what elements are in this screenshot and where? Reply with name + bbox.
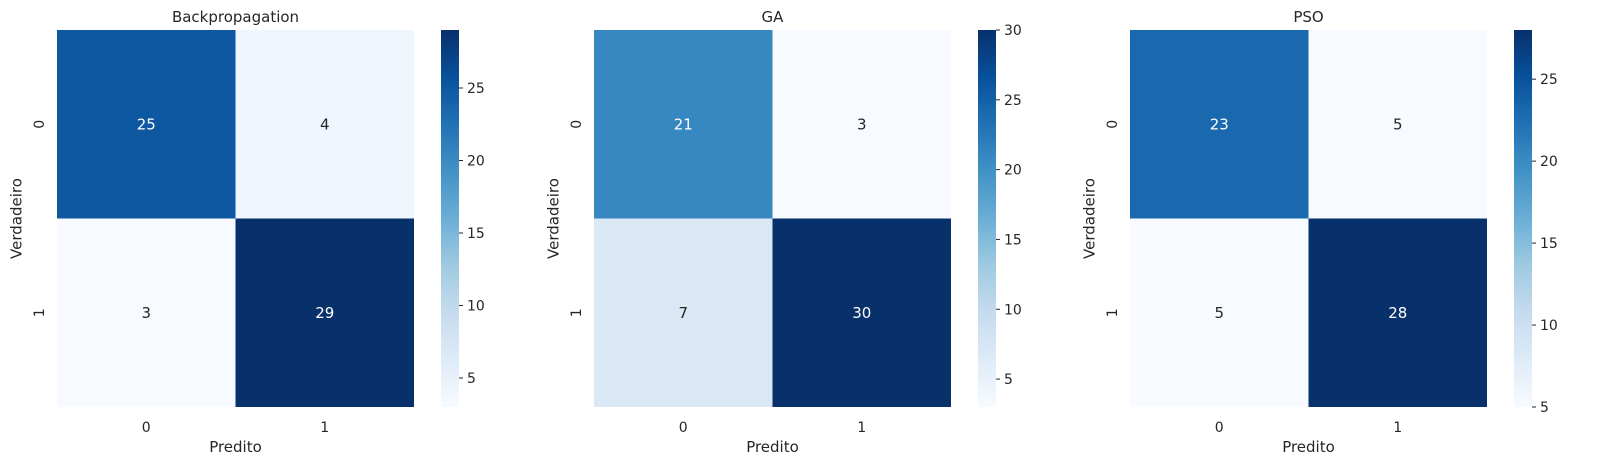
heatmap-cell [1308, 30, 1487, 219]
colorbar-tick-label: 10 [1004, 302, 1022, 318]
heatmap-cell [594, 30, 773, 219]
x-tick-label: 0 [679, 420, 688, 436]
cell-value-label: 4 [320, 115, 330, 133]
x-axis-label: Predito [209, 438, 262, 456]
heatmap-cell [594, 218, 773, 407]
y-axis-label: Verdadeiro [8, 178, 26, 259]
heatmap-cell [57, 30, 236, 219]
colorbar [1514, 30, 1532, 407]
colorbar-tick-label: 15 [1004, 232, 1022, 248]
x-tick-label: 1 [1393, 420, 1402, 436]
y-tick-label: 1 [32, 308, 48, 317]
colorbar-tick-label: 30 [1004, 23, 1022, 39]
colorbar-tick-label: 5 [1540, 400, 1549, 416]
cell-value-label: 23 [1210, 115, 1229, 133]
x-axis-label: Predito [1282, 438, 1335, 456]
colorbar-tick-label: 10 [1540, 318, 1558, 334]
colorbar-tick-label: 20 [1540, 154, 1558, 170]
colorbar-tick-label: 10 [467, 299, 485, 315]
cell-value-label: 25 [137, 115, 156, 133]
heatmap-cell [1308, 218, 1487, 407]
chart-title: Backpropagation [172, 8, 299, 26]
colorbar-tick-label: 5 [1004, 372, 1013, 388]
cell-value-label: 29 [315, 304, 334, 322]
heatmap-cell [772, 218, 951, 407]
colorbar [978, 30, 996, 407]
chart-title: PSO [1293, 8, 1323, 26]
cell-value-label: 5 [1214, 304, 1224, 322]
colorbar-tick-label: 15 [1540, 236, 1558, 252]
cell-value-label: 21 [674, 115, 693, 133]
colorbar-tick-label: 20 [467, 154, 485, 170]
heatmap-cell [1130, 30, 1309, 219]
x-tick-label: 0 [142, 420, 151, 436]
y-tick-label: 0 [32, 120, 48, 129]
colorbar-tick-label: 5 [467, 371, 476, 387]
heatmap-cell [235, 218, 414, 407]
colorbar-tick-label: 25 [467, 81, 485, 97]
colorbar [441, 30, 459, 407]
heatmap-cell [772, 30, 951, 219]
y-axis-label: Verdadeiro [545, 178, 563, 259]
cell-value-label: 7 [678, 304, 688, 322]
heatmap-cell [1130, 218, 1309, 407]
y-tick-label: 0 [1105, 120, 1121, 129]
cell-value-label: 28 [1388, 304, 1407, 322]
x-axis-label: Predito [746, 438, 799, 456]
x-tick-label: 0 [1215, 420, 1224, 436]
heatmap-cell [57, 218, 236, 407]
colorbar-tick-label: 20 [1004, 163, 1022, 179]
colorbar-tick-label: 25 [1540, 72, 1558, 88]
heatmap-cell [235, 30, 414, 219]
cell-value-label: 3 [141, 304, 151, 322]
colorbar-tick-label: 25 [1004, 93, 1022, 109]
cell-value-label: 30 [852, 304, 871, 322]
colorbar-tick-label: 15 [467, 226, 485, 242]
y-tick-label: 1 [1105, 308, 1121, 317]
y-axis-label: Verdadeiro [1081, 178, 1099, 259]
x-tick-label: 1 [320, 420, 329, 436]
chart-title: GA [762, 8, 785, 26]
y-tick-label: 0 [569, 120, 585, 129]
y-tick-label: 1 [569, 308, 585, 317]
x-tick-label: 1 [857, 420, 866, 436]
cell-value-label: 5 [1393, 115, 1403, 133]
cell-value-label: 3 [857, 115, 867, 133]
